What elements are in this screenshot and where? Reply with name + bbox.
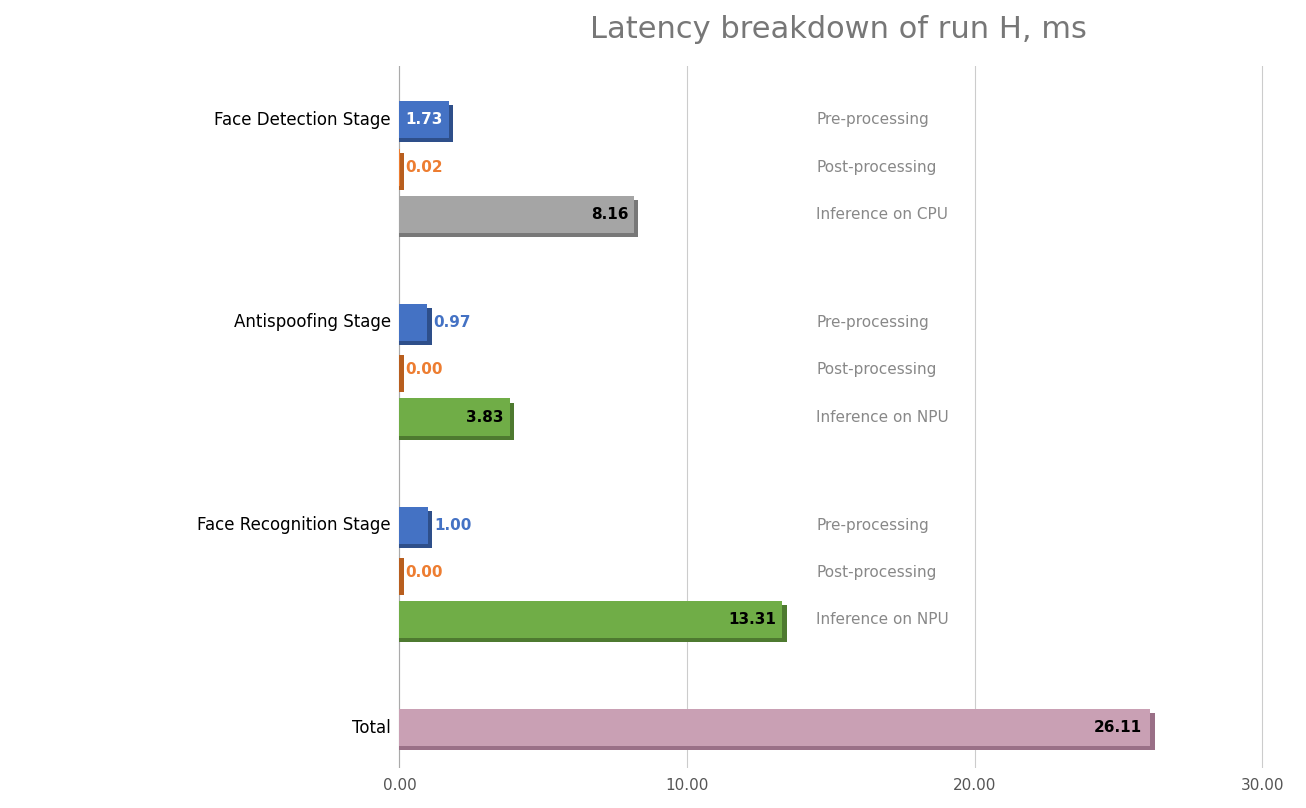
Bar — [400, 507, 428, 544]
Text: Antispoofing Stage: Antispoofing Stage — [234, 314, 390, 331]
Bar — [400, 402, 513, 440]
Bar — [400, 558, 404, 595]
Bar — [400, 398, 509, 436]
Bar — [400, 308, 431, 345]
Bar — [400, 709, 1151, 747]
Bar — [400, 105, 453, 142]
Bar — [400, 605, 786, 642]
Text: Pre-processing: Pre-processing — [816, 112, 929, 128]
Text: 8.16: 8.16 — [590, 207, 628, 222]
Bar — [400, 200, 639, 237]
Text: 3.83: 3.83 — [466, 410, 504, 424]
Text: 0.00: 0.00 — [405, 565, 443, 580]
Text: Post-processing: Post-processing — [816, 565, 936, 580]
Text: Pre-processing: Pre-processing — [816, 315, 929, 330]
Text: 1.73: 1.73 — [406, 112, 443, 128]
Text: 26.11: 26.11 — [1093, 720, 1141, 735]
Text: 0.02: 0.02 — [406, 160, 443, 175]
Text: Inference on NPU: Inference on NPU — [816, 410, 949, 424]
Bar — [400, 713, 1155, 751]
Bar — [400, 511, 432, 548]
Text: Total: Total — [353, 719, 390, 737]
Text: Inference on CPU: Inference on CPU — [816, 207, 948, 222]
Text: 1.00: 1.00 — [434, 518, 471, 532]
Bar — [400, 601, 782, 638]
Bar — [400, 356, 404, 393]
Text: Post-processing: Post-processing — [816, 160, 936, 175]
Text: Face Recognition Stage: Face Recognition Stage — [197, 516, 390, 534]
Bar — [400, 304, 427, 341]
Title: Latency breakdown of run H, ms: Latency breakdown of run H, ms — [589, 15, 1087, 44]
Text: Inference on NPU: Inference on NPU — [816, 612, 949, 627]
Text: Pre-processing: Pre-processing — [816, 518, 929, 532]
Text: 0.97: 0.97 — [434, 315, 470, 330]
Text: Post-processing: Post-processing — [816, 362, 936, 377]
Bar — [400, 101, 449, 138]
Bar — [400, 153, 405, 190]
Text: 0.00: 0.00 — [405, 362, 443, 377]
Text: Face Detection Stage: Face Detection Stage — [214, 111, 390, 128]
Text: 13.31: 13.31 — [729, 612, 777, 627]
Bar — [400, 196, 635, 233]
